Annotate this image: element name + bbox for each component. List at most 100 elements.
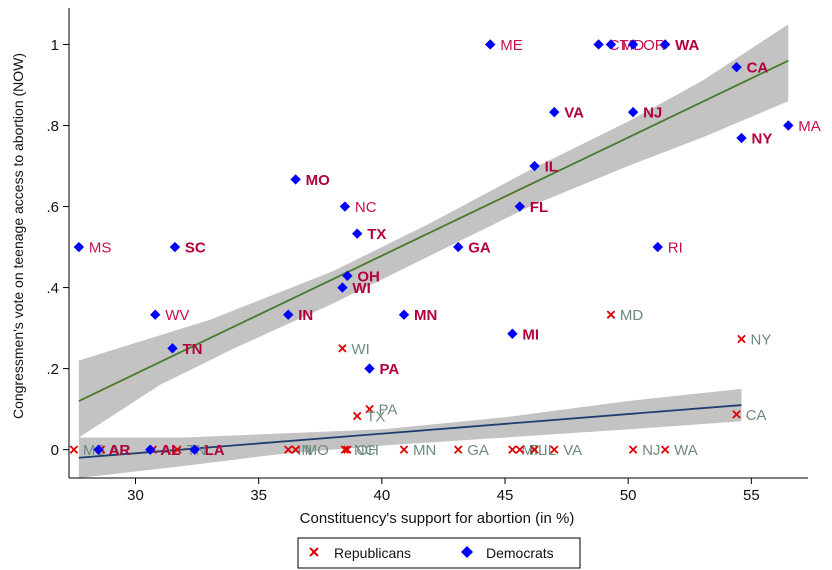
x-tick-label: 35 [250,487,267,504]
republican-point-label: MO [305,442,329,459]
democrat-point-label: VA [564,105,584,122]
democrat-point-label: CA [747,60,769,77]
democrat-point-label: MO [306,172,330,189]
democrat-point [337,282,348,293]
democrat-point-label: AL [160,442,180,459]
republicans-fit-line [78,404,742,459]
democrat-point [342,270,353,282]
democrat-point [627,39,639,50]
democrat-point-label: MN [414,307,437,324]
fit-layer [78,24,789,478]
democrat-point-label: NC [355,199,377,216]
democrat-point [593,39,604,50]
democrat-point-label: PA [380,361,400,378]
x-tick-label: 30 [127,487,144,504]
democrat-point-label: RI [668,240,683,257]
republican-point [338,344,347,353]
republican-point [340,445,350,454]
republican-point [173,445,182,454]
democrat-point-label: TN [182,341,202,358]
democrat-point-label: IL [545,159,558,176]
republican-point [550,445,559,454]
democrat-point [783,120,794,131]
republican-point-label: AR [110,442,131,459]
democrat-point [659,39,671,50]
democrat-point-label: WI [352,280,370,297]
x-tick-label: 55 [743,487,760,504]
democrat-point-label: IN [298,307,313,324]
republican-point-label: PA [379,402,398,419]
x-tick-label: 45 [497,487,514,504]
democrat-point [453,241,464,253]
y-tick-label: .8 [46,118,59,135]
democrat-point [283,309,294,320]
republican-point-label: WA [674,442,698,459]
republican-point-label: NY [750,332,771,349]
y-tick-label: 0 [51,442,59,459]
republican-point [69,445,79,454]
republican-point-label: TX [366,409,385,426]
y-axis-title: Congressmen's vote on teenage access to … [10,53,26,419]
republican-point-label: CA [746,407,767,424]
democrat-point [189,444,200,455]
democrat-point-label: AR [109,442,131,459]
y-tick-label: .6 [46,199,59,216]
democrat-point-label: MA [798,118,821,135]
republican-point [343,445,352,454]
republican-point [453,445,463,454]
democrat-point [398,309,410,320]
democrat-point-label: CT [609,37,629,54]
democrat-point [549,106,560,118]
democrat-point-label: ME [500,37,522,54]
democrat-point-label: TX [367,226,386,243]
legend-democrats-label: Democrats [486,545,554,561]
republican-point-label: FL [529,442,547,459]
republican-point-label: WI [351,341,369,358]
democrat-point-label: OH [357,268,380,285]
democrats-fit-line [78,59,789,402]
democrat-point [507,328,518,339]
democrat-point [364,363,375,374]
democrat-point [352,228,363,239]
republican-point [291,445,300,454]
legend-democrat-marker [461,546,473,558]
legend-republicans-label: Republicans [334,545,411,561]
x-tick-label: 50 [620,487,637,504]
democrat-point [339,201,351,212]
democrat-point-label: NY [751,131,772,148]
democrat-point-label: OR [643,37,666,54]
republican-point-label: NC [354,442,376,459]
democrat-point-label: LA [205,442,225,459]
democrat-point [627,106,639,118]
republican-point-label: MN [413,442,436,459]
republican-point [399,445,409,454]
x-tick-label: 40 [373,487,390,504]
republican-point [737,334,746,344]
x-axis-title: Constituency's support for abortion (in … [300,510,575,527]
democrat-point-label: WV [165,307,189,324]
points-layer: MSARALTNINMONCOHWIPATXMNGAMIFLILVAMDNJWA… [69,37,821,459]
democrat-point-label: FL [530,199,548,216]
legend-box [297,537,581,569]
republican-point-label: VA [563,442,582,459]
republican-point [284,445,293,454]
democrat-point [736,132,747,144]
republican-point [660,445,670,454]
republican-point [352,411,362,421]
democrat-point-label: NJ [643,105,662,122]
y-tick-label: .4 [46,280,59,297]
democrat-point [605,39,617,50]
democrat-point [150,309,161,320]
republican-point-label: NJ [642,442,660,459]
democrat-point [169,241,181,253]
democrat-point [529,160,540,172]
democrat-point [290,174,301,185]
republican-point [515,445,525,454]
democrat-point [145,444,156,455]
republican-point-label: MI [521,442,538,459]
republican-point [530,445,539,454]
republican-point-label: OH [356,442,379,459]
democrat-point-label: WA [675,37,699,54]
republican-point-label: IL [544,442,557,459]
